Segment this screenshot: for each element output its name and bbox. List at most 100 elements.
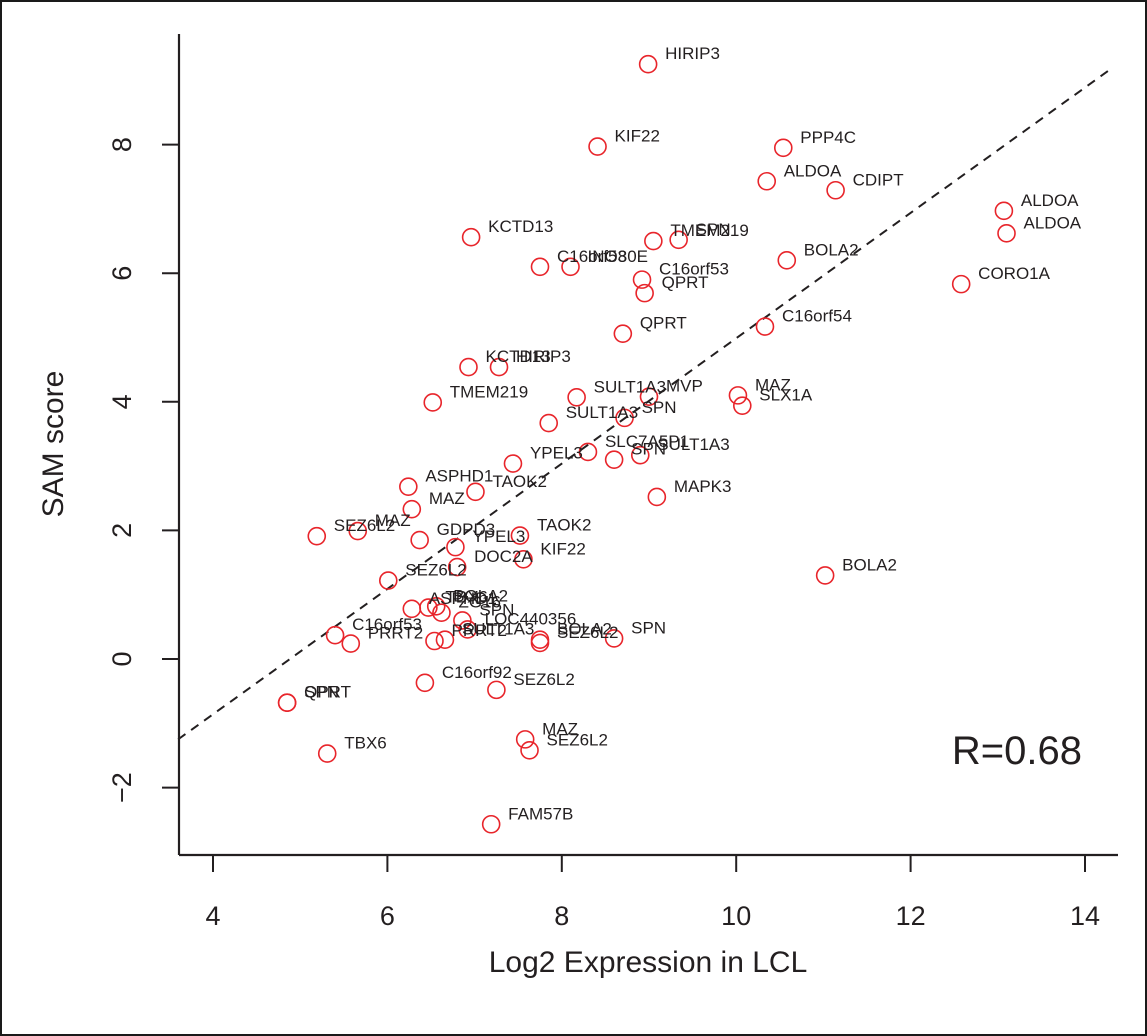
point-label: FAM57B xyxy=(508,804,573,823)
point-label: QPRT xyxy=(640,314,687,333)
point-label: SEZ6L2 xyxy=(513,670,574,689)
data-point xyxy=(639,387,659,406)
point-label: SEZ6L2 xyxy=(405,561,466,580)
data-point xyxy=(503,454,523,473)
data-point xyxy=(604,450,624,469)
point-label: BOLA2 xyxy=(557,620,612,639)
data-point xyxy=(426,596,446,616)
data-point xyxy=(489,357,509,377)
data-point xyxy=(994,201,1014,221)
data-point xyxy=(515,730,535,749)
point-label: SULT1A3 xyxy=(566,403,638,422)
point-label: SULT1A3 xyxy=(594,377,666,396)
point-label: C16orf92 xyxy=(442,663,512,682)
point-label: ASPHD1 xyxy=(425,467,493,486)
data-point xyxy=(458,620,477,639)
point-label: QPRT xyxy=(662,273,709,292)
point-label: ALDOA xyxy=(1024,213,1082,232)
x-axis-ticks: 4 6 8 10 12 14 xyxy=(205,855,1100,931)
point-label: MAZ xyxy=(755,375,791,394)
point-label: CDIPT xyxy=(853,170,904,189)
data-point xyxy=(644,231,663,251)
point-label: C16orf54 xyxy=(782,307,852,326)
point-label: TBX6 xyxy=(344,734,387,753)
data-point xyxy=(419,598,438,617)
data-point xyxy=(773,138,793,158)
data-point xyxy=(777,251,797,270)
point-label: TMEM219 xyxy=(670,221,748,240)
point-label: MAZ xyxy=(429,489,465,508)
data-point xyxy=(630,445,650,465)
data-point xyxy=(578,442,598,462)
data-point xyxy=(410,530,429,550)
data-point xyxy=(539,413,559,433)
y-tick-label: 2 xyxy=(107,523,137,538)
x-tick-label: 4 xyxy=(205,901,220,931)
data-point xyxy=(561,257,580,277)
data-points xyxy=(277,54,1016,834)
point-label: GDPD3 xyxy=(437,520,496,539)
data-point xyxy=(530,257,550,277)
point-label: SPN xyxy=(631,618,666,637)
point-label: SULT1A3 xyxy=(462,620,534,639)
data-point xyxy=(728,386,748,405)
y-tick-label: −2 xyxy=(107,772,137,803)
point-label: C16orf53 xyxy=(557,247,627,266)
point-label: QPRT xyxy=(304,683,351,702)
point-label: KIF22 xyxy=(540,539,585,558)
data-point xyxy=(755,317,775,336)
point-label: ASPHD1 xyxy=(429,589,497,608)
point-label: CORO1A xyxy=(978,264,1050,283)
data-point xyxy=(399,477,418,496)
point-label: SPN xyxy=(642,398,677,417)
data-point xyxy=(733,396,752,415)
data-point xyxy=(635,283,654,303)
data-point xyxy=(826,180,845,200)
data-point xyxy=(638,54,658,74)
x-tick-label: 10 xyxy=(721,901,751,931)
data-point xyxy=(520,741,539,760)
y-axis-title: SAM score xyxy=(37,371,70,518)
point-label: LOC440356 xyxy=(485,609,577,628)
data-point xyxy=(432,603,451,623)
data-point xyxy=(510,526,530,545)
data-point xyxy=(459,357,478,377)
point-label: SPN xyxy=(696,220,731,239)
point-label: TMEM219 xyxy=(450,382,528,401)
point-label: ZG16 xyxy=(458,593,501,612)
point-label: INO80E xyxy=(588,247,648,266)
data-point xyxy=(514,550,533,569)
point-label: PRRT2 xyxy=(368,624,423,643)
point-label: YPEL3 xyxy=(472,527,525,546)
point-label: KIF22 xyxy=(615,127,660,146)
data-point xyxy=(466,482,485,502)
data-point xyxy=(461,227,481,247)
point-labels: HIRIP3 KIF22 PPP4C ALDOA CDIPT ALDOA ALDOA KCTD… xyxy=(304,44,1082,823)
point-label: C16orf53 xyxy=(659,260,729,279)
data-point xyxy=(604,629,624,648)
point-label: BOLA2 xyxy=(453,586,508,605)
data-point xyxy=(447,557,467,577)
data-point xyxy=(615,408,634,428)
point-label: SEZ6L2 xyxy=(557,623,618,642)
data-point xyxy=(815,566,835,585)
data-point xyxy=(415,673,435,693)
data-point xyxy=(348,521,368,541)
point-label: C16orf53 xyxy=(352,615,422,634)
y-tick-label: 8 xyxy=(107,137,137,152)
data-point xyxy=(423,393,443,412)
data-point xyxy=(425,631,444,651)
point-label: HIRIP3 xyxy=(665,44,720,63)
data-point xyxy=(317,744,337,763)
point-label: PRRT2 xyxy=(451,621,506,640)
point-label: SEZ6L2 xyxy=(547,730,608,749)
data-point xyxy=(487,680,506,700)
point-label: MAZ xyxy=(375,511,411,530)
correlation-annotation: R=0.68 xyxy=(952,729,1082,773)
x-tick-label: 14 xyxy=(1070,901,1100,931)
point-label: TBX6 xyxy=(445,588,488,607)
data-point xyxy=(951,274,971,294)
data-point xyxy=(325,625,345,645)
